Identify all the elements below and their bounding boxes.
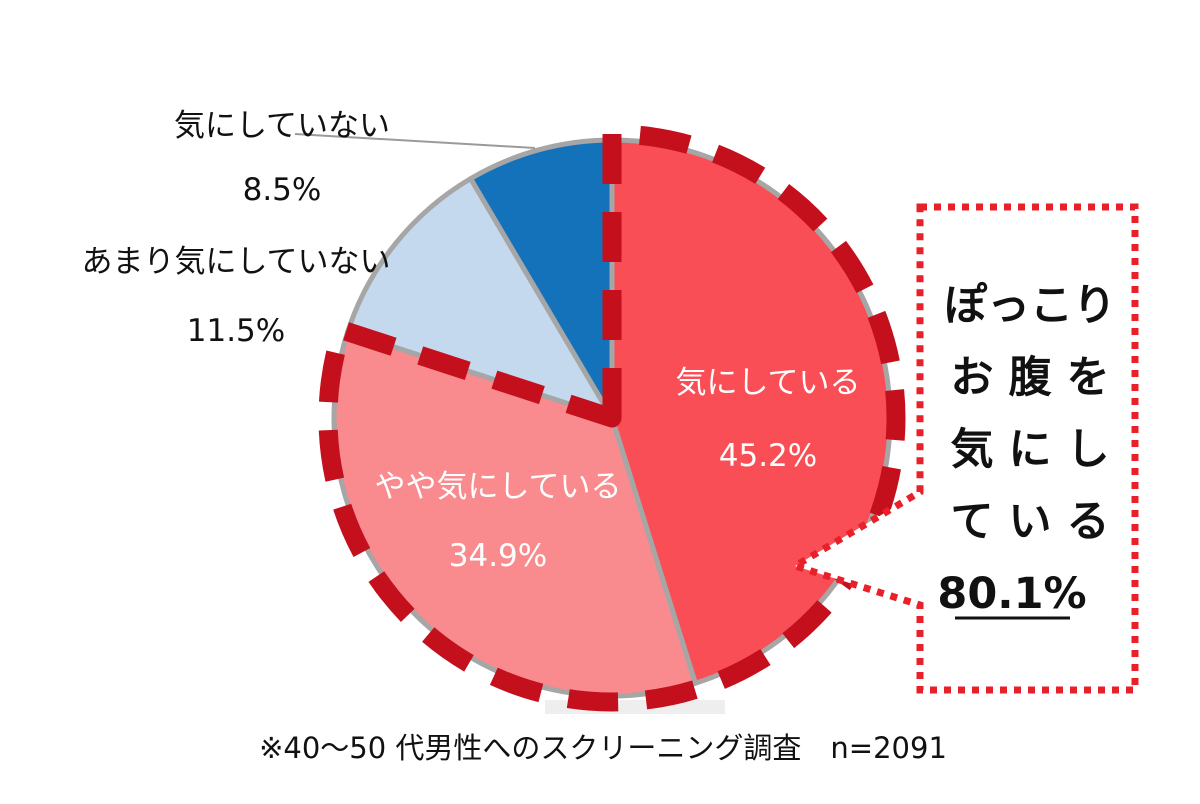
slice-label-concerned-name: 気にしている — [675, 365, 860, 401]
callout-box — [786, 203, 1139, 694]
callout-line-2: お 腹 を — [951, 353, 1110, 403]
slice-label-rarely-concerned-value: 11.5% — [187, 313, 285, 349]
slice-label-not-concerned-name: 気にしていない — [174, 108, 390, 144]
callout-value: 80.1% — [937, 569, 1086, 619]
footnote: ※40～50 代男性へのスクリーニング調査 n=2091 — [259, 731, 947, 765]
callout-line-4: て い る — [951, 497, 1110, 547]
slice-rarely-concerned — [345, 176, 615, 421]
slice-label-concerned-value: 45.2% — [719, 438, 817, 474]
slice-label-somewhat-concerned-name: やや気にしている — [374, 469, 621, 505]
leader-line — [294, 133, 536, 149]
highlight-outline — [318, 124, 906, 712]
callout-line-3: 気 に し — [951, 425, 1110, 475]
highlight-dashes — [318, 124, 906, 712]
slice-label-somewhat-concerned-value: 34.9% — [449, 538, 547, 574]
callout-line-1: ぽっこり — [944, 281, 1116, 331]
slice-label-rarely-concerned-name: あまり気にしていない — [81, 244, 390, 280]
slice-label-not-concerned-value: 8.5% — [243, 172, 322, 208]
